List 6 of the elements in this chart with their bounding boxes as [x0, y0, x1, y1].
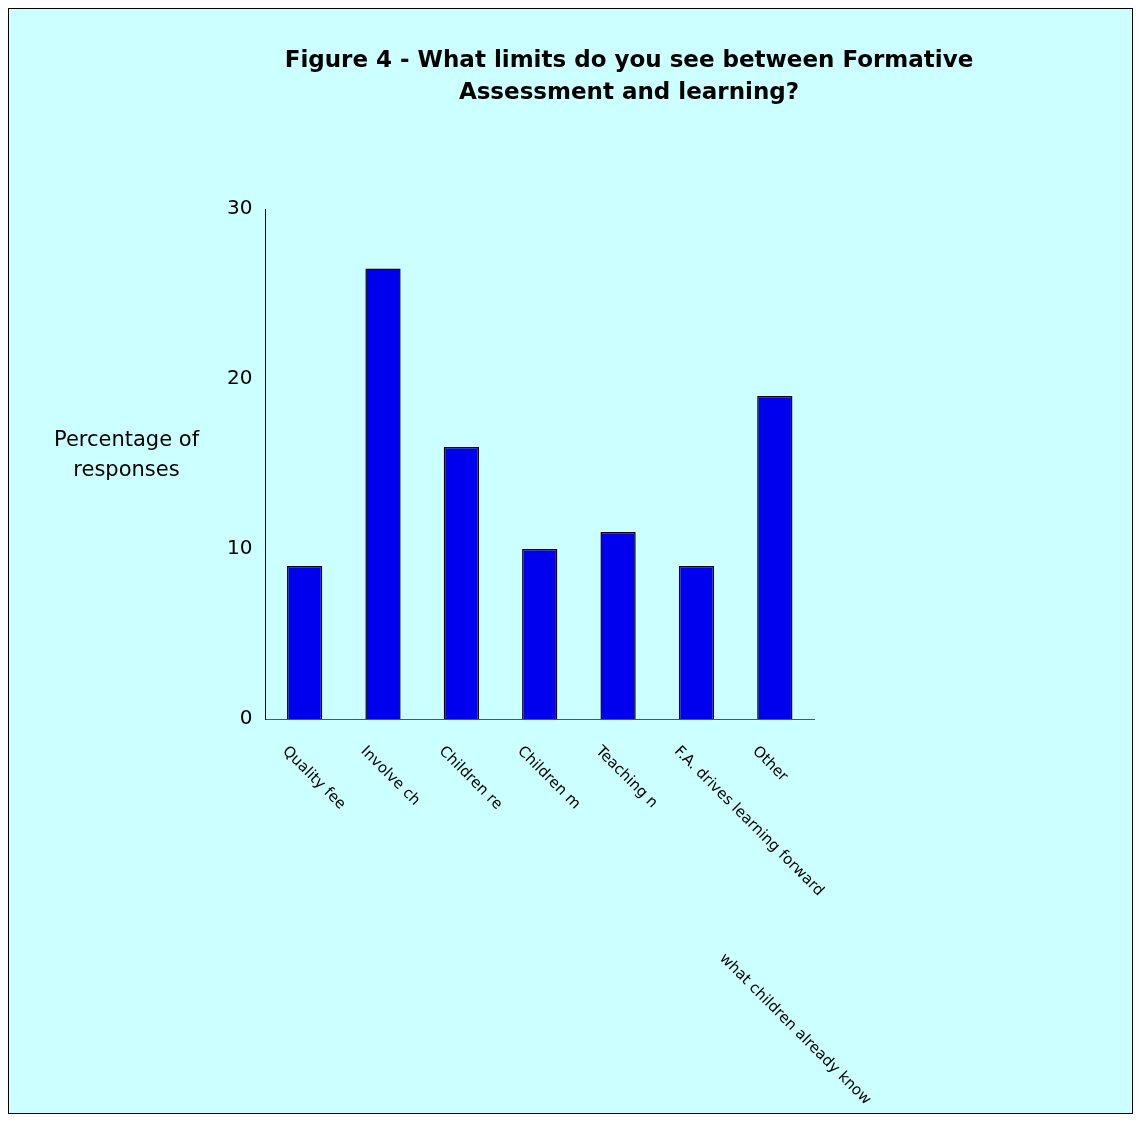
y-tick-label: 10 — [227, 535, 253, 560]
y-axis-title: Percentage of responses — [52, 426, 201, 483]
y-tick-label: 20 — [227, 365, 253, 390]
y-tick-label: 0 — [239, 705, 253, 730]
chart-title: Figure 4 - What limits do you see between Formative Assessment and learning? — [283, 45, 975, 106]
y-tick-label: 30 — [227, 195, 253, 220]
